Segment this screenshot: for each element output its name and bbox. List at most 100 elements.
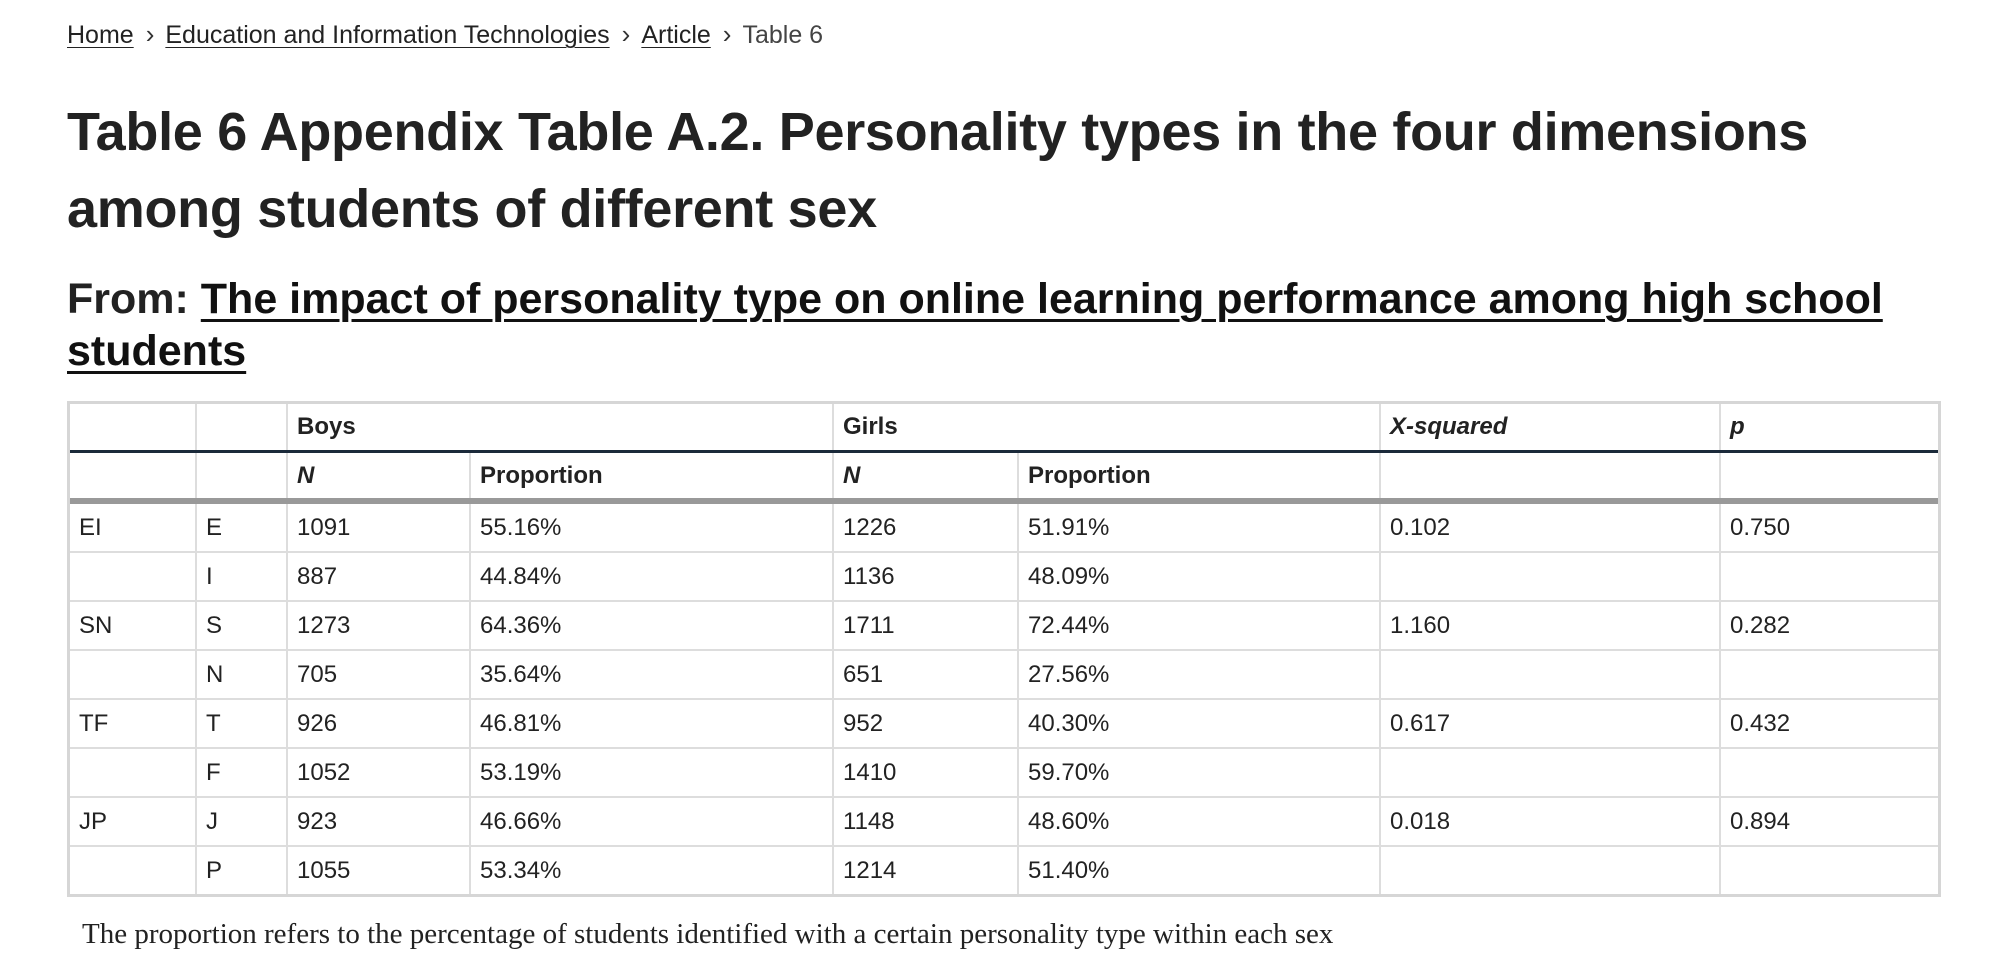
- table-cell-boys-proportion: 46.66%: [469, 796, 834, 847]
- table-cell-boys-proportion: 64.36%: [469, 600, 834, 651]
- table-header-boys: Boys: [286, 404, 834, 453]
- table-cell-x-squared: 0.102: [1379, 501, 1722, 553]
- table-header-p: p: [1719, 404, 1938, 453]
- table-cell-boys-n: 923: [286, 796, 471, 847]
- table-sub-header-row: N Proportion N Proportion: [70, 450, 1938, 504]
- table-cell-p: 0.432: [1719, 698, 1938, 749]
- table-row: EI E 1091 55.16% 1226 51.91% 0.102 0.750: [70, 501, 1938, 553]
- table-cell-dimension: EI: [70, 501, 197, 553]
- table-cell-girls-proportion: 72.44%: [1016, 600, 1382, 651]
- table-header-cell: [195, 404, 288, 453]
- table-cell-girls-proportion: 48.09%: [1016, 551, 1382, 602]
- table-header-girls: Girls: [831, 404, 1382, 453]
- table-cell-girls-proportion: 59.70%: [1016, 747, 1382, 798]
- table-cell-boys-n: 887: [286, 551, 471, 602]
- data-table: Boys Girls X-squared p N Proportion N Pr…: [70, 404, 1938, 894]
- chevron-right-icon: ›: [145, 19, 155, 49]
- table-cell-boys-n: 705: [286, 649, 471, 700]
- table-cell-dimension: [70, 551, 197, 602]
- table-cell-boys-proportion: 53.19%: [469, 747, 834, 798]
- table-cell-dimension: [70, 649, 197, 700]
- table-body: EI E 1091 55.16% 1226 51.91% 0.102 0.750 I 887 44.…: [70, 501, 1938, 894]
- table-header-boys-n: N: [286, 450, 471, 504]
- table-header-cell: [1379, 450, 1722, 504]
- table-row: JP J 923 46.66% 1148 48.60% 0.018 0.894: [70, 796, 1938, 847]
- table-cell-x-squared: [1379, 845, 1722, 894]
- table-cell-boys-n: 1273: [286, 600, 471, 651]
- table-footnote: The proportion refers to the percentage …: [82, 918, 1334, 950]
- table-cell-boys-proportion: 44.84%: [469, 551, 834, 602]
- table-cell-type: P: [195, 845, 288, 894]
- table-cell-boys-proportion: 46.81%: [469, 698, 834, 749]
- table-cell-boys-proportion: 35.64%: [469, 649, 834, 700]
- table-header-cell: [70, 450, 197, 504]
- chevron-right-icon: ›: [722, 19, 732, 49]
- table-cell-p: [1719, 551, 1938, 602]
- table-cell-girls-proportion: 51.91%: [1016, 501, 1382, 553]
- table-cell-girls-n: 1711: [832, 600, 1019, 651]
- table-cell-dimension: [70, 747, 197, 798]
- breadcrumb-journal-link[interactable]: Education and Information Technologies: [165, 21, 610, 49]
- table-row: N 705 35.64% 651 27.56%: [70, 649, 1938, 700]
- table-cell-girls-proportion: 51.40%: [1016, 845, 1382, 894]
- table-header-cell: [1719, 450, 1938, 504]
- table-cell-x-squared: [1379, 551, 1722, 602]
- table-row: I 887 44.84% 1136 48.09%: [70, 551, 1938, 602]
- table-cell-dimension: TF: [70, 698, 197, 749]
- table-cell-p: [1719, 747, 1938, 798]
- table-cell-girls-n: 1410: [832, 747, 1019, 798]
- table-cell-girls-proportion: 27.56%: [1016, 649, 1382, 700]
- table-cell-girls-n: 651: [832, 649, 1019, 700]
- table-cell-girls-proportion: 48.60%: [1016, 796, 1382, 847]
- table-cell-type: N: [195, 649, 288, 700]
- table-row: F 1052 53.19% 1410 59.70%: [70, 747, 1938, 798]
- table-cell-type: S: [195, 600, 288, 651]
- table-cell-boys-n: 1091: [286, 501, 471, 553]
- table-cell-girls-n: 952: [832, 698, 1019, 749]
- table-cell-dimension: SN: [70, 600, 197, 651]
- table-cell-p: 0.894: [1719, 796, 1938, 847]
- data-table-container: Boys Girls X-squared p N Proportion N Pr…: [67, 401, 1941, 897]
- table-cell-x-squared: 0.018: [1379, 796, 1722, 847]
- table-cell-boys-n: 1055: [286, 845, 471, 894]
- source-article-link[interactable]: The impact of personality type on online…: [67, 275, 1883, 375]
- table-header-x-squared: X-squared: [1379, 404, 1722, 453]
- table-cell-girls-n: 1136: [832, 551, 1019, 602]
- table-cell-type: I: [195, 551, 288, 602]
- table-cell-x-squared: [1379, 649, 1722, 700]
- table-row: TF T 926 46.81% 952 40.30% 0.617 0.432: [70, 698, 1938, 749]
- table-row: P 1055 53.34% 1214 51.40%: [70, 845, 1938, 894]
- page-title: Table 6 Appendix Table A.2. Personality …: [67, 102, 1808, 239]
- breadcrumb-article-link[interactable]: Article: [641, 21, 711, 49]
- chevron-right-icon: ›: [621, 19, 631, 49]
- breadcrumb-home-link[interactable]: Home: [67, 21, 134, 49]
- table-header-boys-proportion: Proportion: [469, 450, 834, 504]
- breadcrumb-current: Table 6: [742, 21, 824, 49]
- table-cell-girls-proportion: 40.30%: [1016, 698, 1382, 749]
- table-cell-boys-proportion: 53.34%: [469, 845, 834, 894]
- table-cell-boys-n: 926: [286, 698, 471, 749]
- table-cell-girls-n: 1214: [832, 845, 1019, 894]
- table-cell-type: T: [195, 698, 288, 749]
- table-cell-girls-n: 1226: [832, 501, 1019, 553]
- table-cell-p: 0.282: [1719, 600, 1938, 651]
- table-cell-girls-n: 1148: [832, 796, 1019, 847]
- table-header-cell: [70, 404, 197, 453]
- table-cell-dimension: JP: [70, 796, 197, 847]
- table-cell-p: [1719, 649, 1938, 700]
- table-cell-x-squared: 0.617: [1379, 698, 1722, 749]
- table-group-header-row: Boys Girls X-squared p: [70, 404, 1938, 453]
- table-row: SN S 1273 64.36% 1711 72.44% 1.160 0.282: [70, 600, 1938, 651]
- table-cell-p: 0.750: [1719, 501, 1938, 553]
- table-cell-type: J: [195, 796, 288, 847]
- table-header-girls-n: N: [832, 450, 1019, 504]
- source-heading: From: The impact of personality type on …: [67, 273, 1957, 377]
- table-header-cell: [195, 450, 288, 504]
- table-cell-x-squared: [1379, 747, 1722, 798]
- table-cell-dimension: [70, 845, 197, 894]
- table-cell-boys-n: 1052: [286, 747, 471, 798]
- table-cell-type: F: [195, 747, 288, 798]
- table-cell-type: E: [195, 501, 288, 553]
- source-prefix: From:: [67, 275, 201, 323]
